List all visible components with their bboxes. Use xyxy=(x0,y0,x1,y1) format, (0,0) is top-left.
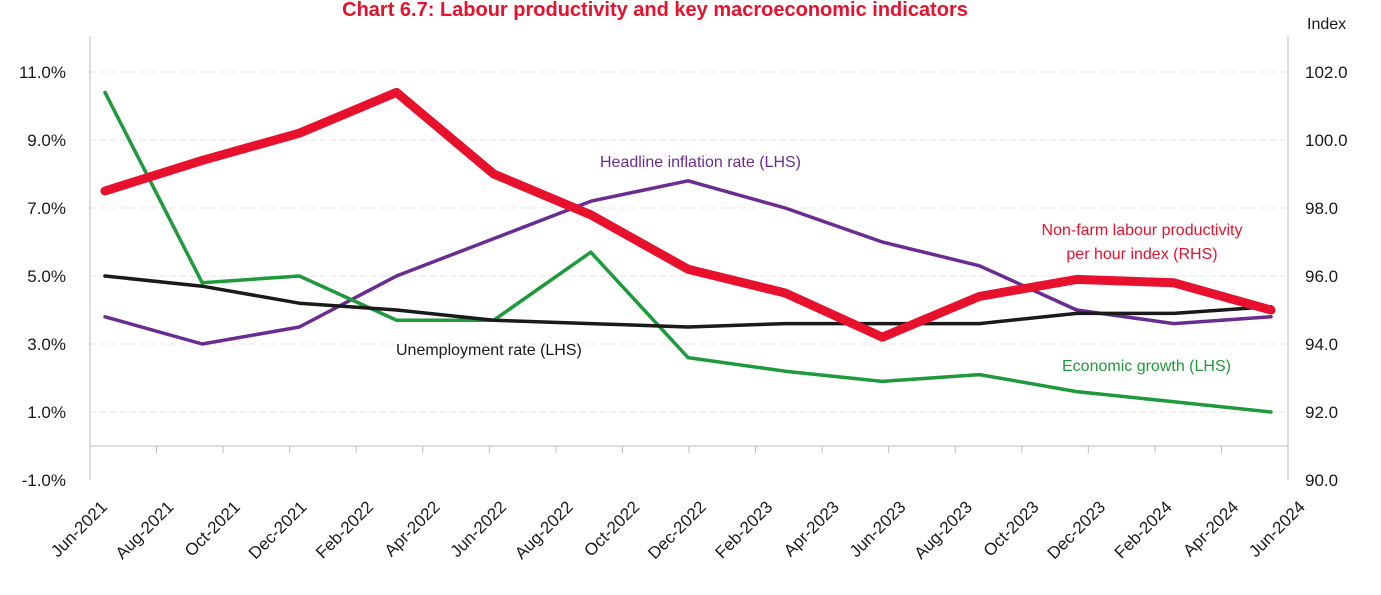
x-tick-label: Oct-2021 xyxy=(181,497,244,560)
axes: -1.0% 90.0 1.0% 92.0 3.0% 94.0 5.0% 96.0 7.0% 98.… xyxy=(19,36,1348,563)
y-left-tick-label: 3.0% xyxy=(27,335,66,354)
y-left-tick-label: -1.0% xyxy=(22,471,66,490)
x-tick-label: Aug-2023 xyxy=(910,497,976,563)
right-axis-unit: Index xyxy=(1307,16,1346,33)
label-growth: Economic growth (LHS) xyxy=(1062,358,1231,375)
x-tick-label: Oct-2023 xyxy=(980,497,1043,560)
label-productivity-line1: Non-farm labour productivity xyxy=(1042,222,1243,239)
label-productivity-line2: per hour index (RHS) xyxy=(1066,246,1217,263)
x-tick-label: Jun-2022 xyxy=(447,497,511,561)
x-tick-label: Oct-2022 xyxy=(580,497,643,560)
y-right-tick-label: 96.0 xyxy=(1305,267,1338,286)
y-right-tick-label: 100.0 xyxy=(1305,131,1348,150)
y-right-tick-label: 98.0 xyxy=(1305,199,1338,218)
label-unemployment: Unemployment rate (LHS) xyxy=(396,342,582,359)
x-tick-label: Apr-2023 xyxy=(780,497,843,560)
y-right-tick-label: 94.0 xyxy=(1305,335,1338,354)
x-tick-label: Aug-2021 xyxy=(112,497,178,563)
label-inflation: Headline inflation rate (LHS) xyxy=(600,154,801,171)
x-tick-label: Aug-2022 xyxy=(511,497,577,563)
x-tick-label: Feb-2023 xyxy=(711,497,776,562)
series-line xyxy=(100,87,1276,342)
y-left-tick-label: 9.0% xyxy=(27,131,66,150)
x-tick-label: Feb-2022 xyxy=(312,497,377,562)
x-tick-label: Feb-2024 xyxy=(1111,497,1176,562)
x-tick-label: Dec-2023 xyxy=(1044,497,1110,563)
y-left-tick-label: 11.0% xyxy=(19,63,66,82)
chart-title: Chart 6.7: Labour productivity and key m… xyxy=(342,0,968,21)
y-right-tick-label: 90.0 xyxy=(1305,471,1338,490)
x-tick-label: Dec-2022 xyxy=(644,497,710,563)
x-tick-label: Jun-2023 xyxy=(846,497,910,561)
annotations: Headline inflation rate (LHS) Non-farm l… xyxy=(396,154,1242,375)
series-line xyxy=(103,90,1273,414)
x-tick-label: Apr-2024 xyxy=(1179,497,1242,560)
series-line xyxy=(103,274,1273,329)
y-left-tick-label: 5.0% xyxy=(27,267,66,286)
series-line xyxy=(103,179,1273,346)
x-tick-label: Apr-2022 xyxy=(381,497,444,560)
y-left-tick-label: 7.0% xyxy=(27,199,66,218)
x-tick-label: Jun-2024 xyxy=(1245,497,1309,561)
y-right-tick-label: 92.0 xyxy=(1305,403,1338,422)
y-left-tick-label: 1.0% xyxy=(27,403,66,422)
x-tick-label: Dec-2021 xyxy=(245,497,311,563)
y-right-tick-label: 102.0 xyxy=(1305,63,1348,82)
x-tick-label: Jun-2021 xyxy=(47,497,111,561)
series xyxy=(100,87,1276,414)
